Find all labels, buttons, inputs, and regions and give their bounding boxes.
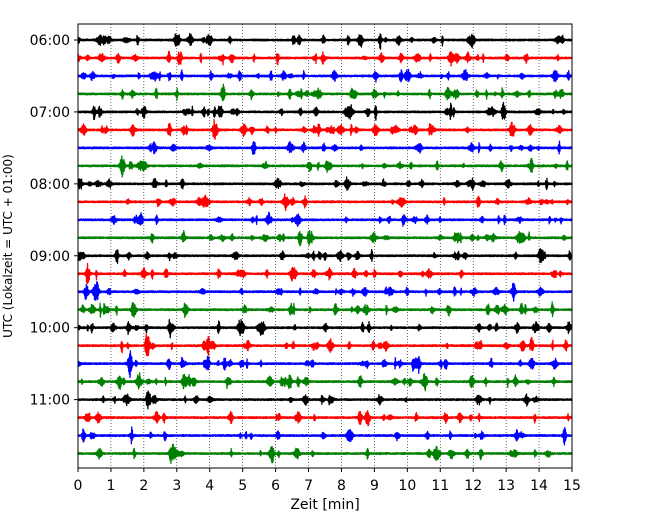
seismic-trace xyxy=(77,118,573,140)
x-tick-label: 4 xyxy=(205,478,214,494)
seismic-trace xyxy=(77,101,573,121)
x-tick-label: 1 xyxy=(106,478,115,494)
plot-frame xyxy=(77,23,573,469)
x-tick-label: 10 xyxy=(398,478,416,494)
seismic-trace xyxy=(77,229,573,247)
seismic-trace xyxy=(77,350,573,379)
y-tick-label: 10:00 xyxy=(30,321,70,337)
x-tick-label: 2 xyxy=(139,478,148,494)
seismic-trace xyxy=(77,410,573,427)
seismic-trace xyxy=(77,140,573,155)
x-tick-label: 3 xyxy=(172,478,181,494)
x-tick-label: 15 xyxy=(563,478,581,494)
y-tick-label: 07:00 xyxy=(30,105,70,121)
seismic-trace xyxy=(77,33,573,50)
y-tick-label: 08:00 xyxy=(30,177,70,193)
seismic-trace xyxy=(77,155,573,178)
y-tick-label: 09:00 xyxy=(30,249,70,265)
x-tick-label: 7 xyxy=(304,478,313,494)
x-tick-label: 0 xyxy=(74,478,83,494)
seismic-trace xyxy=(77,390,573,410)
seismic-trace xyxy=(77,193,573,212)
grid-lines xyxy=(110,24,540,468)
seismic-trace xyxy=(77,248,573,264)
y-tick-label: 06:00 xyxy=(30,33,70,49)
seismic-trace xyxy=(77,68,573,83)
seismic-trace xyxy=(77,50,573,67)
x-tick-label: 9 xyxy=(370,478,379,494)
y-axis-ticks: 06:00 07:00 08:00 09:00 10:00 11:00 xyxy=(30,33,78,409)
x-tick-label: 12 xyxy=(464,478,482,494)
seismic-trace xyxy=(77,333,573,357)
y-tick-label: 11:00 xyxy=(30,393,70,409)
x-tick-label: 11 xyxy=(431,478,449,494)
x-axis-label: Zeit [min] xyxy=(290,497,359,513)
seismic-trace xyxy=(77,211,573,227)
seismic-trace xyxy=(77,281,573,302)
y-axis-label: UTC (Lokalzeit = UTC + 01:00) xyxy=(1,154,15,338)
seismic-trace xyxy=(77,262,573,285)
plot-area xyxy=(78,24,572,468)
seismic-trace xyxy=(77,83,573,102)
seismic-trace xyxy=(77,426,573,446)
x-tick-label: 8 xyxy=(337,478,346,494)
seismic-trace xyxy=(77,301,573,319)
x-axis-ticks: 0 1 2 3 4 5 6 7 8 9 10 11 12 13 14 15 xyxy=(74,468,581,494)
seismic-traces xyxy=(77,33,573,464)
seismic-trace xyxy=(77,372,573,392)
x-tick-label: 13 xyxy=(497,478,515,494)
seismic-trace xyxy=(77,443,573,464)
x-tick-label: 14 xyxy=(530,478,548,494)
seismic-trace xyxy=(77,318,573,339)
x-tick-label: 5 xyxy=(238,478,247,494)
seismic-trace xyxy=(77,176,573,192)
x-tick-label: 6 xyxy=(271,478,280,494)
